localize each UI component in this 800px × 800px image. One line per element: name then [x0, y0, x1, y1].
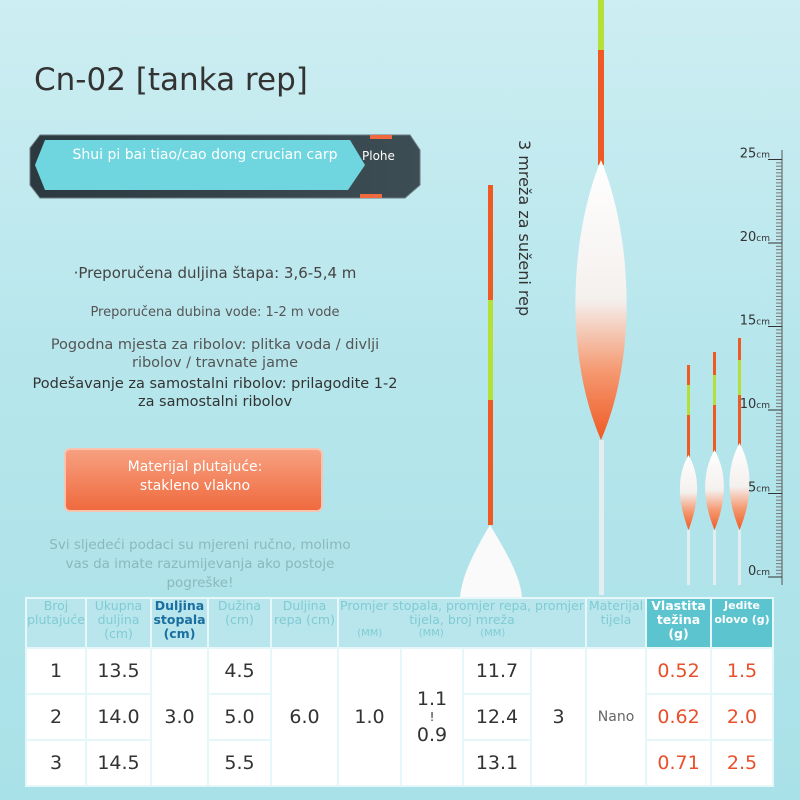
header-cell: Promjer stopala, promjer repa, promjer t…: [336, 597, 588, 649]
material-box: [66, 450, 321, 510]
table-row: 2 14.0 5.0 12.4 0.62 2.0: [25, 693, 775, 741]
ruler-unit: cm: [756, 318, 770, 328]
table-cell: Nano: [585, 647, 648, 787]
spec: Pogodna mjesta za ribolov: plitka voda /…: [50, 337, 380, 371]
table-cell: 1.1! 0.9: [400, 647, 464, 787]
ruler-unit: cm: [756, 568, 770, 578]
stem: [599, 440, 604, 595]
badge-accent: [360, 194, 382, 198]
table-cell: 3: [25, 739, 87, 787]
header-cell: Jedite olovo (g): [710, 597, 775, 649]
badge-text: Shui pi bai tiao/cao dong crucian carp: [72, 147, 338, 163]
ruler-label: 20cm: [740, 230, 770, 245]
antenna: [488, 300, 493, 400]
header-cell: Vlastita težina (g): [645, 597, 713, 649]
header-text: Promjer stopala, promjer repa, promjer t…: [340, 598, 584, 627]
table-cell: 14.0: [85, 693, 152, 741]
title: Cn-02 [tanka rep]: [34, 62, 308, 98]
badge-fill: [35, 140, 365, 190]
table-cell: 1: [25, 647, 87, 695]
ruler-label: 10cm: [740, 397, 770, 412]
table-cell: 4.5: [207, 647, 272, 695]
spec: Podešavanje za samostalni ribolov: prila…: [32, 376, 398, 410]
ruler-label: 0cm: [748, 564, 770, 579]
badge-accent: [370, 135, 392, 139]
ruler-label: 25cm: [740, 147, 770, 162]
float-body: [575, 160, 627, 440]
table-cell: 0.52: [645, 647, 713, 695]
tail-diameter: 1.1: [416, 688, 448, 710]
table-cell: 1.0: [337, 647, 402, 787]
header-cell: Duljina repa (cm): [270, 597, 339, 649]
ruler-unit: cm: [756, 401, 770, 411]
header-cell: Broj plutajuće: [25, 597, 87, 649]
ruler-unit: cm: [756, 151, 770, 161]
float-body: [460, 525, 522, 597]
spec: Preporučena dubina vode: 1-2 m vode: [90, 305, 340, 320]
table-cell: 13.5: [85, 647, 152, 695]
ruler-unit: cm: [756, 485, 770, 495]
ruler-label: 15cm: [740, 314, 770, 329]
table-cell: 0.62: [645, 693, 713, 741]
material-text: Materijal plutajuće: stakleno vlakno: [127, 459, 263, 494]
header-cell: Duljina stopala (cm): [150, 597, 209, 649]
table-cell: 12.4: [462, 693, 532, 741]
table-cell: 2.5: [710, 739, 775, 787]
header-cell: Dužina (cm): [207, 597, 272, 649]
antenna: [598, 0, 604, 50]
side-text: 3 mreža za suženi rep: [515, 140, 534, 317]
spec-table: Broj plutajuće Ukupna duljina (cm) Dulji…: [25, 597, 775, 787]
table-cell: 2: [25, 693, 87, 741]
antenna: [488, 400, 493, 525]
table-cell: 0.71: [645, 739, 713, 787]
table-cell: 2.0: [710, 693, 775, 741]
sub-header: (MM): [480, 628, 506, 639]
sub-header: (MM): [418, 628, 444, 639]
table-cell: 13.1: [462, 739, 532, 787]
table-cell: 1.5: [710, 647, 775, 695]
table-cell: 3: [529, 647, 588, 787]
sub-headers: (MM) (MM) (MM): [339, 627, 524, 641]
ruler-unit: cm: [756, 234, 770, 244]
table-cell: 5.0: [207, 693, 272, 741]
tail-diameter: !: [429, 710, 435, 724]
ruler-label: 5cm: [748, 481, 770, 496]
tail-diameter: 0.9: [416, 724, 448, 746]
header-cell: Ukupna duljina (cm): [85, 597, 152, 649]
header-cell: Materijal tijela: [585, 597, 648, 649]
sub-header: (MM): [357, 628, 383, 639]
spec: ·Preporučena duljina štapa: 3,6-5,4 m: [73, 264, 357, 282]
table-cell: 5.5: [207, 739, 272, 787]
table-row: 1 13.5 3.0 4.5 6.0 1.0 1.1! 0.9 11.7 3 Nano 0.52 1.5: [25, 647, 775, 787]
ruler: 25cm 20cm 15cm 10cm 5cm 0cm: [740, 147, 782, 579]
badge-tag: Plohe: [362, 149, 395, 163]
table-cell: 11.7: [462, 647, 532, 695]
table-cell: 6.0: [270, 647, 339, 787]
antenna: [488, 185, 493, 300]
table-cell: 14.5: [85, 739, 152, 787]
antenna: [598, 50, 604, 165]
small-floats: [679, 338, 750, 585]
table-cell: 3.0: [150, 647, 209, 787]
table-row: 3 14.5 5.5 13.1 0.71 2.5: [25, 739, 775, 787]
note: Svi sljedeći podaci su mjereni ručno, mo…: [49, 537, 351, 591]
